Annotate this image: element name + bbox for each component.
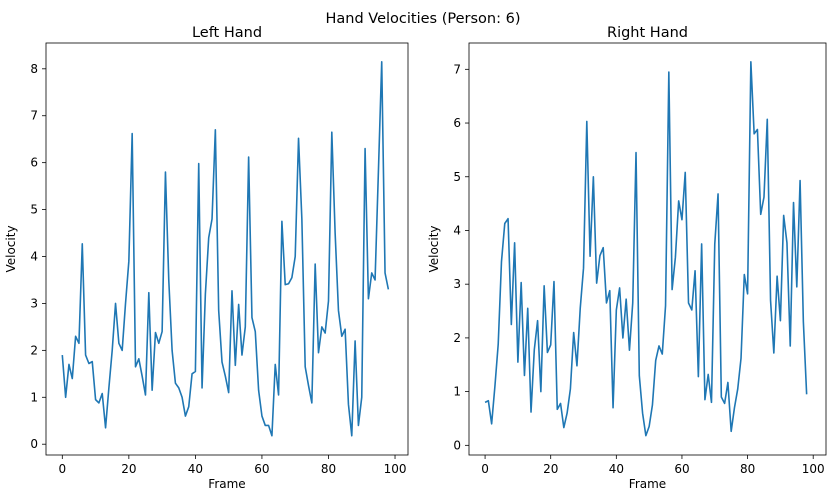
left-hand-x-tick-label: 60 [254, 462, 269, 476]
left-hand-y-tick-label: 3 [30, 296, 38, 310]
right-hand-title: Right Hand [607, 25, 688, 41]
right-hand-x-tick-label: 40 [609, 462, 624, 476]
left-hand-y-tick-label: 4 [30, 250, 38, 264]
left-hand-panel: Left Hand 0 20 40 60 80 100 0 1 2 3 4 5 6 7 8 Frame Veloc… [4, 25, 409, 491]
right-hand-panel: Right Hand 0 20 40 60 80 100 0 1 2 3 4 5 6 7 Frame Veloc… [427, 25, 827, 491]
figure-suptitle: Hand Velocities (Person: 6) [326, 11, 521, 27]
right-hand-x-tick-label: 80 [740, 462, 755, 476]
left-hand-y-tick-label: 7 [30, 109, 38, 123]
left-hand-x-tick-label: 80 [321, 462, 336, 476]
right-hand-y-axis-label: Velocity [427, 225, 441, 272]
right-hand-x-tick-label: 100 [802, 462, 825, 476]
right-hand-y-tick-label: 3 [453, 277, 461, 291]
right-hand-x-tick-label: 0 [481, 462, 489, 476]
left-hand-x-tick-label: 0 [58, 462, 66, 476]
left-hand-x-tick-label: 20 [121, 462, 136, 476]
right-hand-x-tick-label: 60 [674, 462, 689, 476]
right-hand-y-tick-label: 2 [453, 331, 461, 345]
left-hand-y-axis-label: Velocity [4, 225, 18, 272]
left-hand-x-tick-label: 40 [188, 462, 203, 476]
left-hand-axes-frame [45, 42, 409, 456]
left-hand-y-tick-label: 5 [30, 203, 38, 217]
left-hand-velocity-line [61, 60, 390, 437]
left-hand-y-tick-label: 6 [30, 156, 38, 170]
right-hand-velocity-line [484, 60, 808, 437]
right-hand-y-tick-label: 6 [453, 116, 461, 130]
right-hand-y-tick-label: 7 [453, 62, 461, 76]
right-hand-x-tick-label: 20 [543, 462, 558, 476]
right-hand-y-tick-label: 1 [453, 385, 461, 399]
left-hand-y-tick-label: 2 [30, 343, 38, 357]
left-hand-y-tick-label: 8 [30, 62, 38, 76]
right-hand-axes-frame [468, 42, 827, 456]
left-hand-title: Left Hand [192, 25, 262, 41]
left-hand-x-tick-label: 100 [384, 462, 407, 476]
left-hand-x-axis-label: Frame [208, 477, 245, 491]
right-hand-y-tick-label: 5 [453, 170, 461, 184]
right-hand-y-tick-label: 4 [453, 223, 461, 237]
right-hand-y-tick-label: 0 [453, 438, 461, 452]
left-hand-y-tick-label: 0 [30, 437, 38, 451]
right-hand-x-axis-label: Frame [629, 477, 666, 491]
left-hand-y-tick-label: 1 [30, 390, 38, 404]
